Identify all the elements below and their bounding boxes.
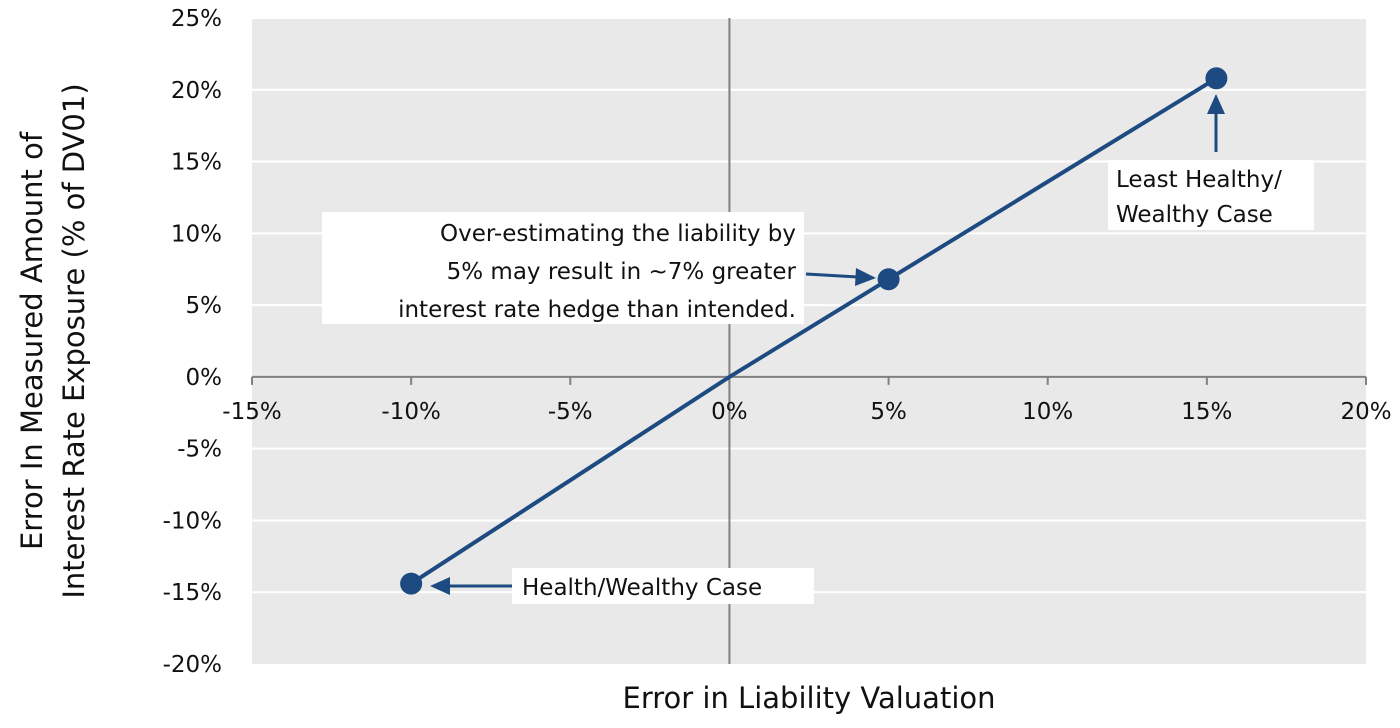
series-layer (400, 67, 1228, 595)
y-tick-label: -15% (163, 580, 222, 606)
y-tick-labels: -20% -15% -10% -5% 0% 5% 10% 15% 20% 25% (163, 6, 222, 678)
x-tick-label: -15% (222, 399, 281, 425)
y-tick-label: 10% (171, 221, 222, 247)
x-tick-label: -5% (548, 399, 593, 425)
arrow-to-least-healthy-point (1207, 94, 1225, 152)
plot-background (252, 18, 1366, 664)
y-tick-label: 25% (171, 6, 222, 32)
y-tick-label: 5% (186, 293, 223, 319)
x-tick-label: 5% (870, 399, 907, 425)
y-axis-title-line-1: Error In Measured Amount of (15, 131, 49, 550)
data-point-marker (400, 572, 423, 595)
y-tick-label: 20% (171, 78, 222, 104)
annotation-bg-healthy (512, 568, 814, 604)
x-tick-label: 0% (711, 399, 748, 425)
annotation-over-estimate-line-3: interest rate hedge than intended. (398, 297, 796, 323)
x-tick-label: 15% (1181, 399, 1232, 425)
x-tick-label: 10% (1022, 399, 1073, 425)
y-tick-label: 15% (171, 150, 222, 176)
x-tick-label: 20% (1340, 399, 1391, 425)
arrow-to-over-estimate-point (805, 268, 876, 286)
annotation-least-healthy-line-1: Least Healthy/ (1116, 167, 1282, 193)
data-point-marker (1205, 67, 1228, 90)
x-tick-label: -10% (381, 399, 440, 425)
annotation-bg-least-healthy (1108, 160, 1314, 230)
annotations: Health/Wealthy Case Over-estimating the … (322, 94, 1314, 604)
axes (251, 18, 1367, 664)
y-axis-title-line-2: Interest Rate Exposure (% of DV01) (57, 83, 91, 598)
x-axis-title: Error in Liability Valuation (623, 681, 996, 715)
y-tick-label: -5% (177, 437, 222, 463)
annotation-over-estimate-line-1: Over-estimating the liability by (440, 221, 796, 247)
data-point-marker (877, 268, 900, 291)
y-tick-label: -20% (163, 652, 222, 678)
annotation-over-estimate-line-2: 5% may result in ~7% greater (447, 259, 797, 285)
annotation-bg-over-estimate (322, 212, 804, 324)
annotation-least-healthy-line-2: Wealthy Case (1116, 202, 1273, 228)
x-tick-labels: -15% -10% -5% 0% 5% 10% 15% 20% (222, 399, 1391, 425)
y-tick-label: -10% (163, 508, 222, 534)
arrow-to-healthy-point (430, 577, 512, 595)
series-line (410, 76, 1218, 586)
annotation-healthy-line-1: Health/Wealthy Case (522, 575, 762, 601)
y-tick-label: 0% (186, 365, 223, 391)
